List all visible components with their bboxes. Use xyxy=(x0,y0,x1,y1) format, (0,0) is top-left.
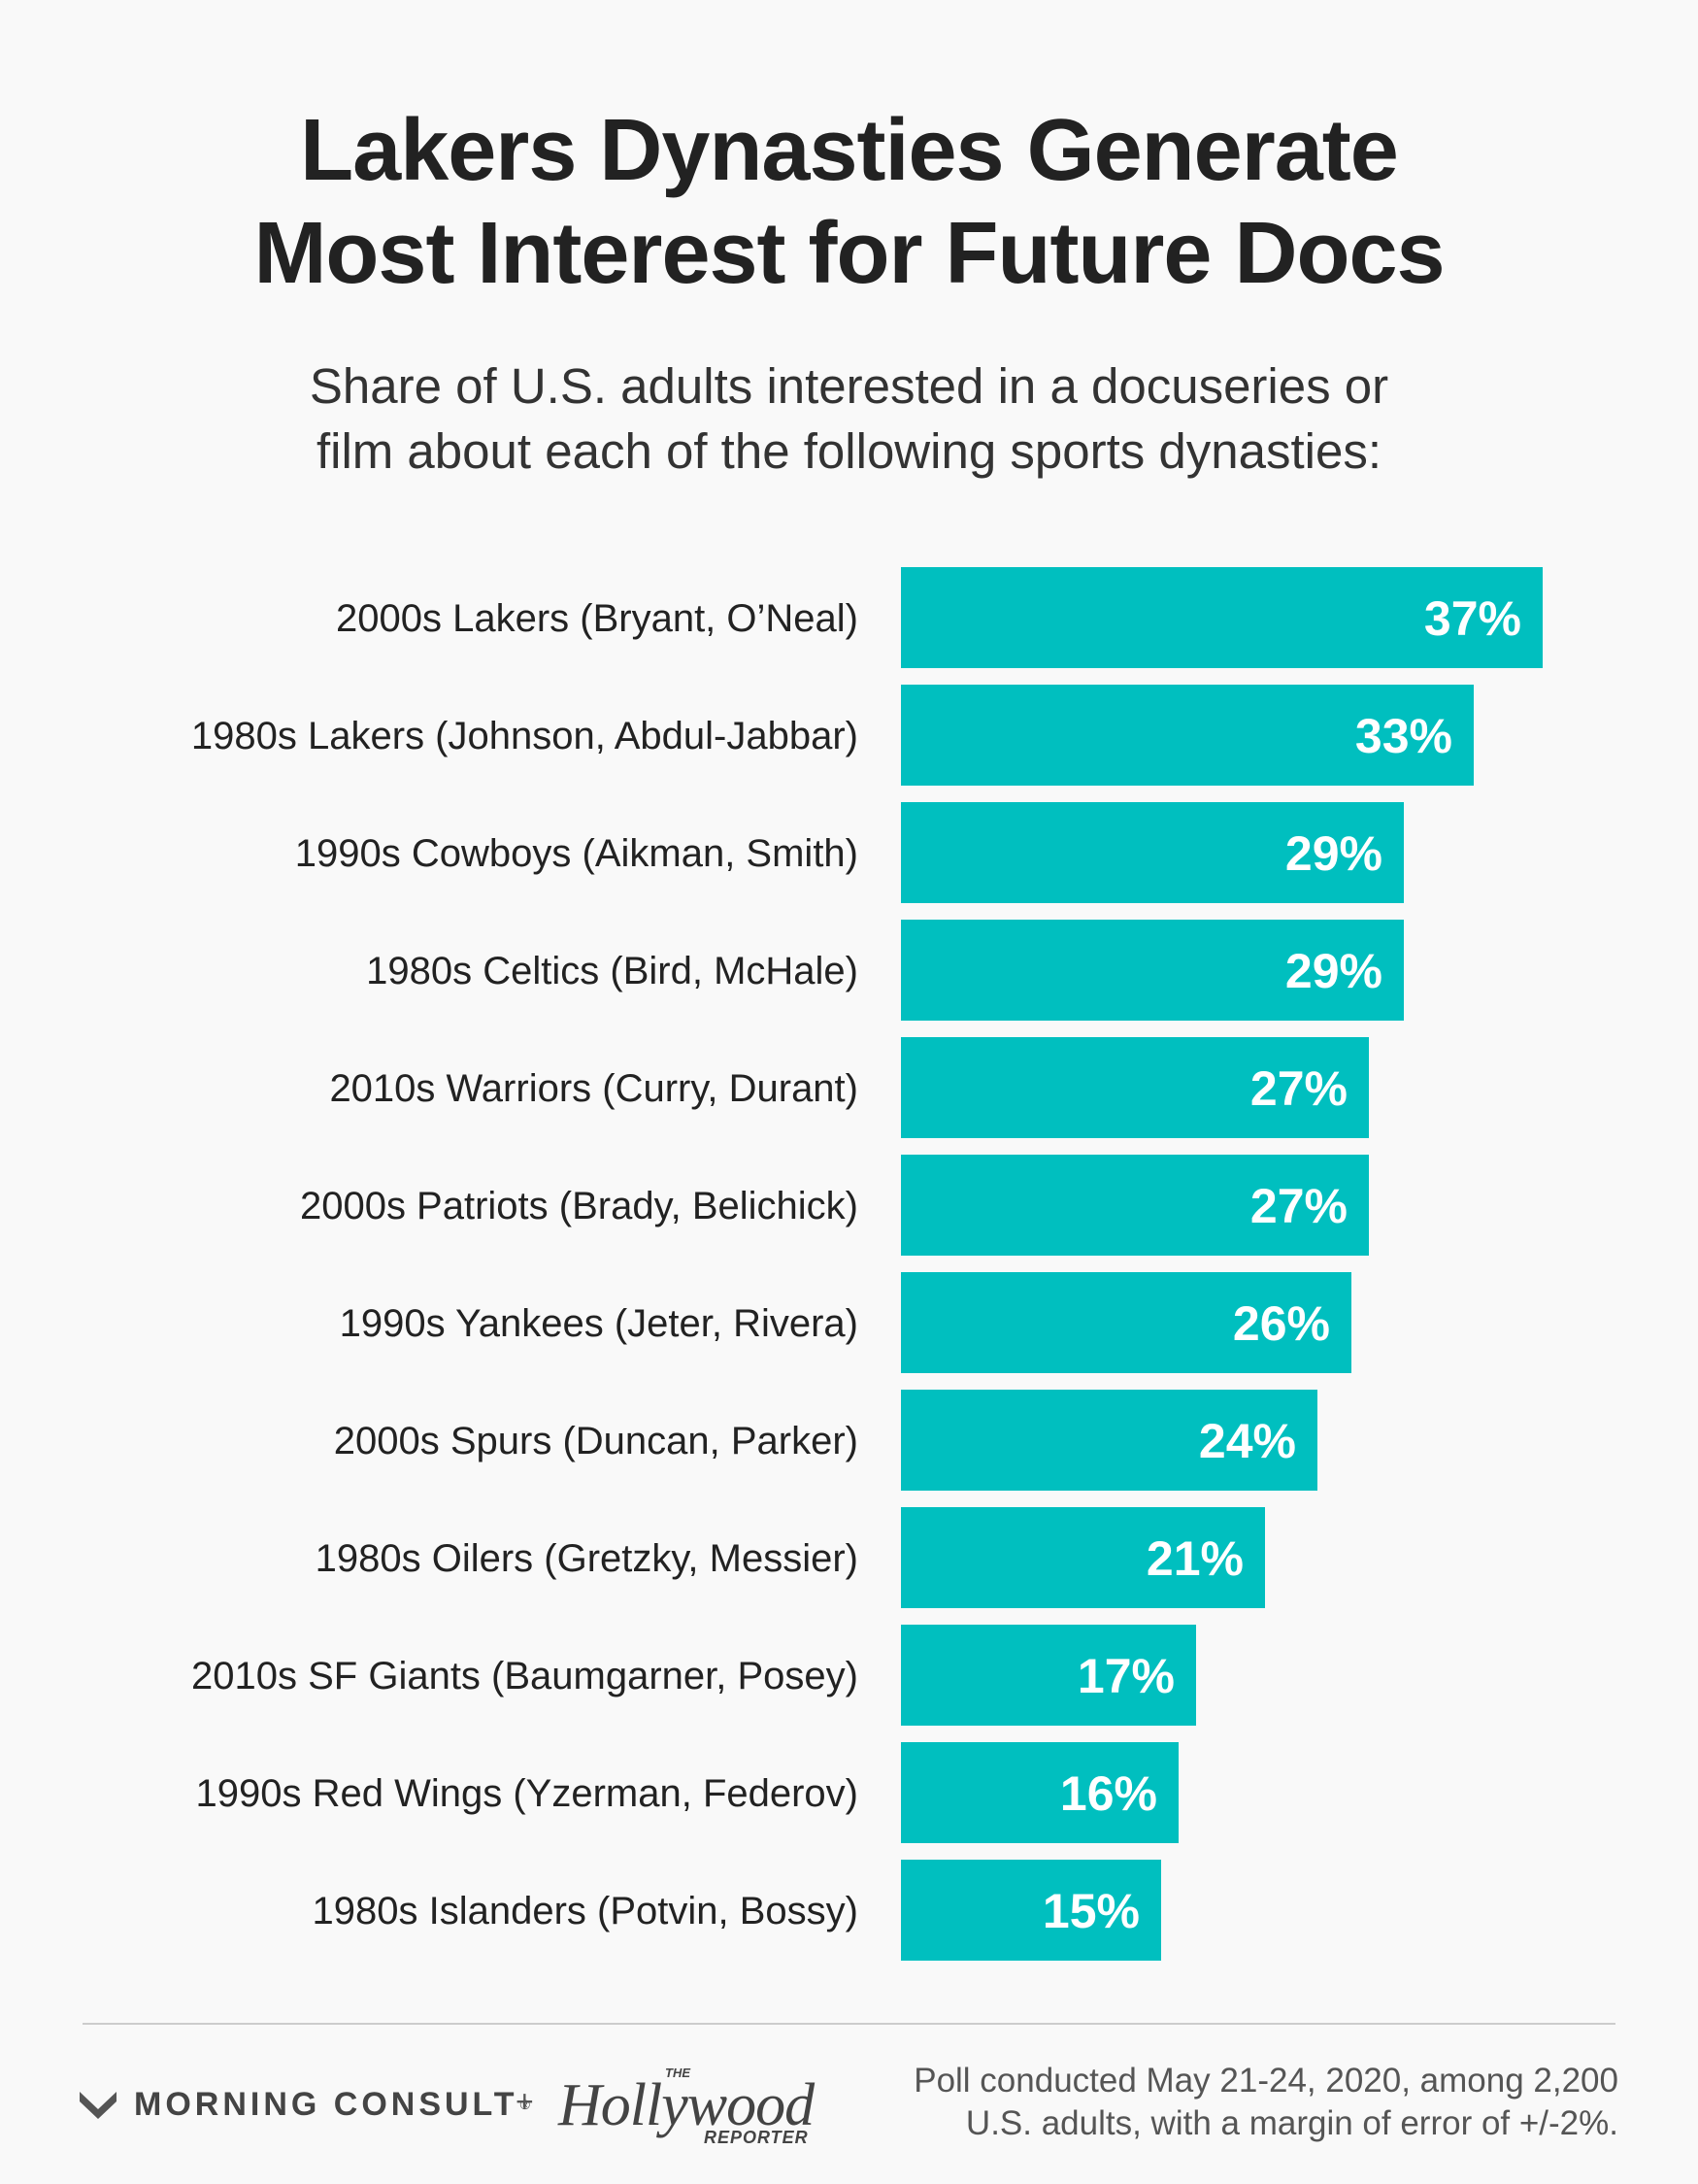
bar-7 xyxy=(901,1272,1351,1373)
morning-consult-logo-icon xyxy=(80,2092,117,2119)
bar-1 xyxy=(901,567,1543,668)
registered-mark: ® xyxy=(519,2097,530,2112)
morning-consult-wordmark: MORNING CONSULT xyxy=(134,2085,518,2123)
category-label-7: 1990s Yankees (Jeter, Rivera) xyxy=(340,1302,858,1345)
bar-9 xyxy=(901,1507,1265,1608)
category-label-10: 2010s SF Giants (Baumgarner, Posey) xyxy=(191,1655,858,1697)
bar-5 xyxy=(901,1037,1369,1138)
methodology-note: Poll conducted May 21-24, 2020, among 2,… xyxy=(854,2060,1618,2145)
category-label-6: 2000s Patriots (Brady, Belichick) xyxy=(300,1185,858,1227)
value-label-12: 15% xyxy=(1043,1884,1140,1938)
bar-10 xyxy=(901,1625,1196,1726)
value-label-4: 29% xyxy=(1285,944,1382,998)
footer-divider xyxy=(83,2023,1615,2025)
category-label-2: 1980s Lakers (Johnson, Abdul-Jabbar) xyxy=(191,715,858,757)
value-label-9: 21% xyxy=(1147,1531,1244,1586)
value-label-10: 17% xyxy=(1078,1649,1175,1703)
value-label-7: 26% xyxy=(1233,1296,1330,1351)
value-label-8: 24% xyxy=(1199,1414,1296,1468)
bar-11 xyxy=(901,1742,1179,1843)
bar-12 xyxy=(901,1860,1161,1961)
category-label-11: 1990s Red Wings (Yzerman, Federov) xyxy=(196,1772,859,1815)
value-label-3: 29% xyxy=(1285,826,1382,881)
hollywood-reporter-wordmark: Hollywood xyxy=(558,2072,815,2138)
brand-plus-sign: + xyxy=(516,2084,534,2119)
value-label-11: 16% xyxy=(1060,1766,1157,1821)
hollywood-reporter-subtext: REPORTER xyxy=(704,2128,809,2147)
value-label-6: 27% xyxy=(1250,1179,1348,1233)
category-label-4: 1980s Celtics (Bird, McHale) xyxy=(366,950,858,992)
bar-2 xyxy=(901,685,1474,786)
hollywood-reporter-logo: Hollywood THE REPORTER xyxy=(558,2064,830,2151)
bar-chart: 2000s Lakers (Bryant, O’Neal) 37% 1980s La… xyxy=(191,567,1543,1961)
chart-subtitle-line-1: Share of U.S. adults interested in a doc… xyxy=(309,358,1389,414)
methodology-note-line-2: U.S. adults, with a margin of error of +… xyxy=(965,2104,1618,2142)
bar-4 xyxy=(901,920,1404,1021)
category-label-9: 1980s Oilers (Gretzky, Messier) xyxy=(316,1537,858,1580)
bar-3 xyxy=(901,802,1404,903)
value-label-5: 27% xyxy=(1250,1061,1348,1116)
value-label-2: 33% xyxy=(1355,709,1452,763)
chart-subtitle: Share of U.S. adults interested in a doc… xyxy=(0,353,1698,484)
bar-6 xyxy=(901,1155,1369,1256)
category-label-3: 1990s Cowboys (Aikman, Smith) xyxy=(295,832,858,875)
category-label-8: 2000s Spurs (Duncan, Parker) xyxy=(334,1420,858,1462)
category-label-5: 2010s Warriors (Curry, Durant) xyxy=(329,1067,858,1110)
morning-consult-brand: MORNING CONSULT ® xyxy=(78,2081,530,2128)
value-label-1: 37% xyxy=(1424,591,1521,646)
chart-title: Lakers Dynasties Generate Most Interest … xyxy=(0,99,1698,305)
chart-subtitle-line-2: film about each of the following sports … xyxy=(316,423,1382,479)
category-label-12: 1980s Islanders (Potvin, Bossy) xyxy=(313,1890,858,1932)
bar-8 xyxy=(901,1390,1317,1491)
methodology-note-line-1: Poll conducted May 21-24, 2020, among 2,… xyxy=(914,2062,1618,2100)
chart-title-line-1: Lakers Dynasties Generate xyxy=(300,102,1399,199)
chart-title-line-2: Most Interest for Future Docs xyxy=(253,205,1445,302)
category-label-1: 2000s Lakers (Bryant, O’Neal) xyxy=(336,597,858,640)
hollywood-reporter-the: THE xyxy=(665,2066,690,2080)
